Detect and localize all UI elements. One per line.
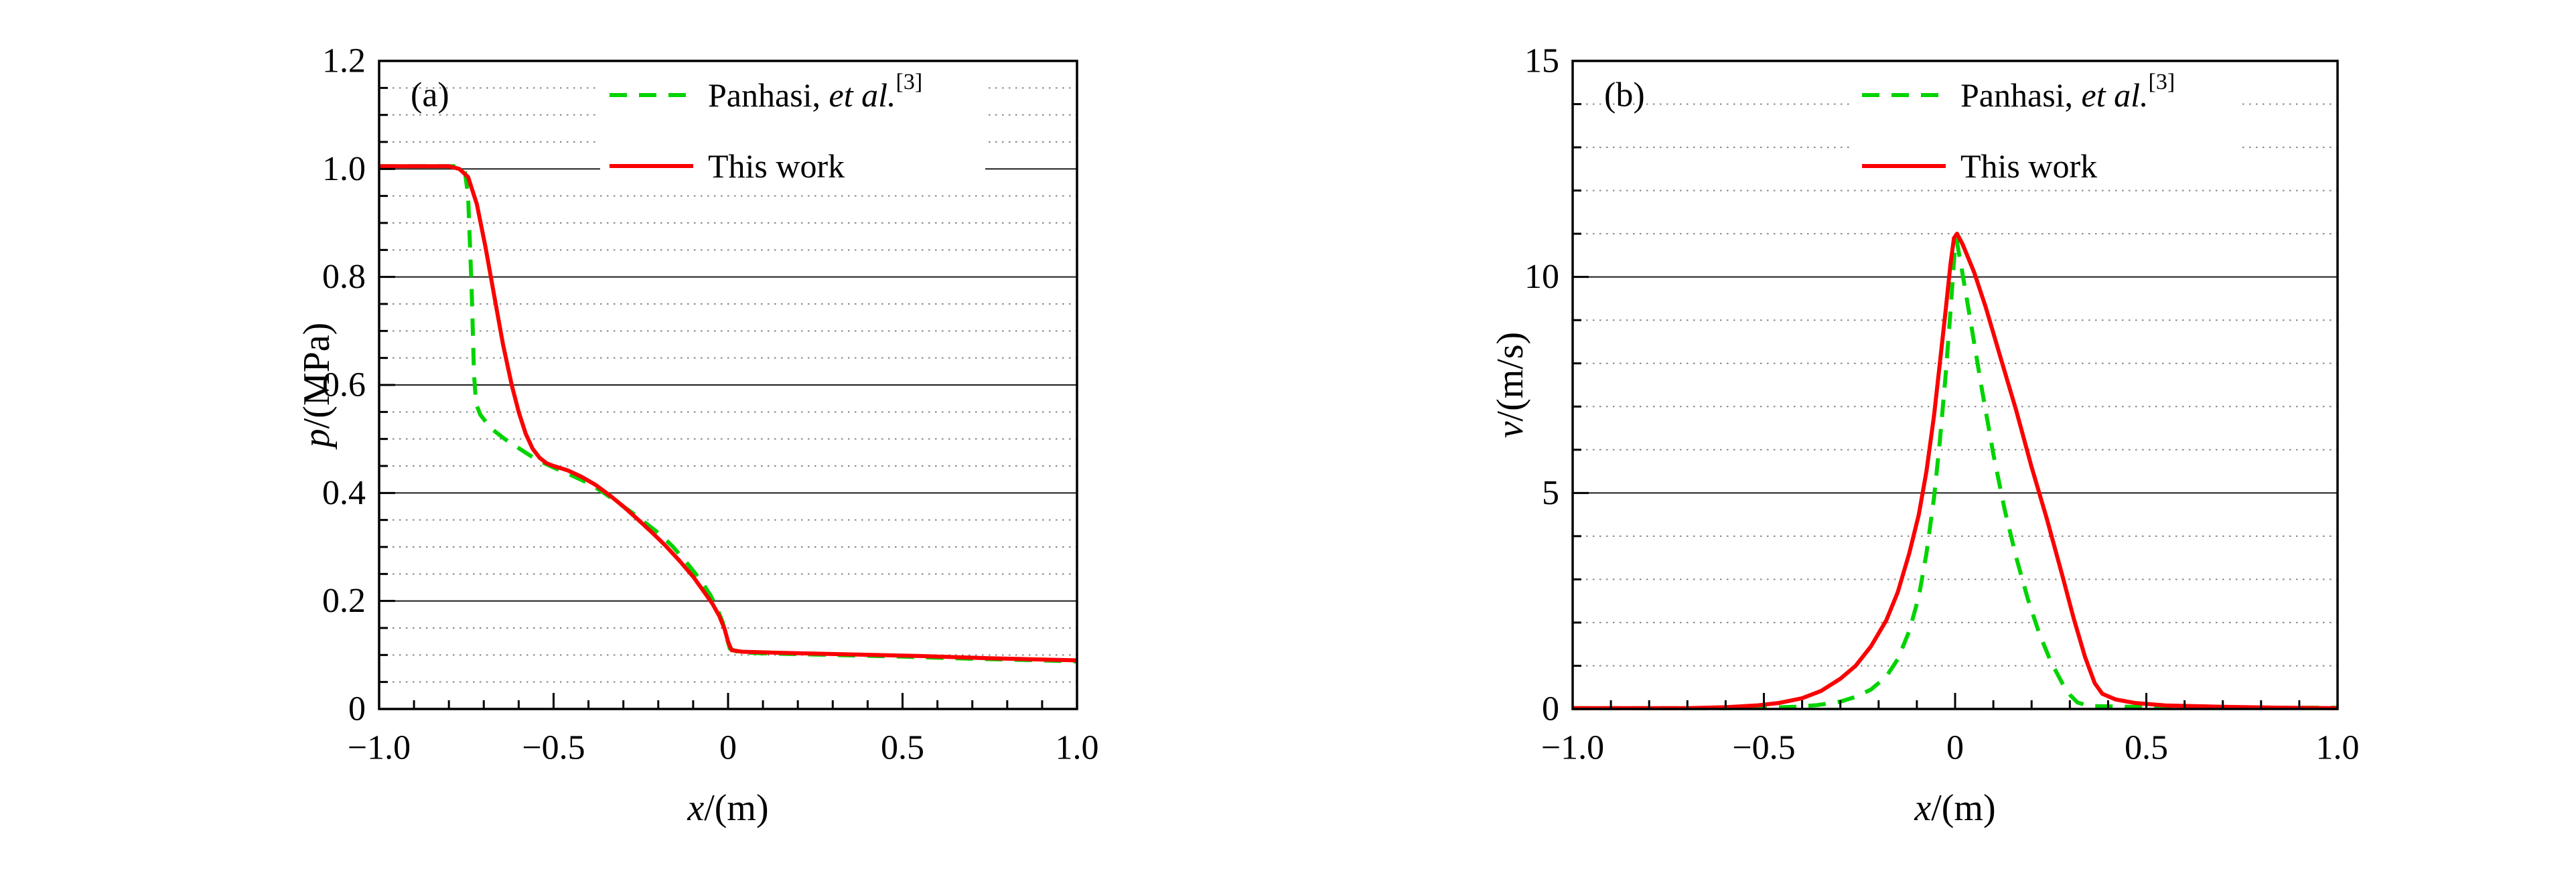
y-tick-label: 5 [1542, 474, 1559, 512]
legend-label: Panhasi, et al.[3] [1960, 70, 2175, 114]
x-tick-label: 0.5 [881, 729, 924, 767]
x-tick-label: −1.0 [348, 729, 411, 767]
panel-label: (b) [1604, 76, 1645, 114]
series-line-this-work [1573, 232, 2338, 710]
y-tick-label: 1.2 [322, 42, 366, 80]
y-axis-label: p/(MPa) [296, 323, 338, 451]
series-line-this-work [379, 164, 1078, 663]
legend-label: Panhasi, et al.[3] [708, 70, 922, 114]
series-line-reference [1573, 238, 2338, 710]
x-tick-label: −0.5 [522, 729, 585, 767]
y-tick-label: 0.6 [322, 366, 366, 404]
x-tick-label: 0 [1946, 729, 1964, 767]
panel-label: (a) [411, 76, 449, 114]
y-tick-label: 0 [1542, 690, 1559, 728]
y-tick-label: 1.0 [322, 150, 366, 188]
y-tick-label: 15 [1524, 42, 1559, 80]
y-tick-label: 0.8 [322, 258, 366, 296]
y-tick-label: 0 [348, 690, 366, 728]
x-tick-label: 0 [719, 729, 737, 767]
chart-panel-a: −1.0 −0.5 0 0.5 1.0 0 0.2 0.4 0.6 0.8 1.0 1.2 x/(m) p… [296, 42, 1099, 829]
legend-label: This work [1960, 147, 2097, 185]
y-axis-label: v/(m/s) [1490, 332, 1531, 439]
x-tick-label: 0.5 [2125, 729, 2168, 767]
legend-label: This work [708, 147, 845, 185]
y-tick-label: 0.2 [322, 582, 366, 620]
x-axis-label: x/(m) [687, 787, 768, 829]
x-tick-label: 1.0 [2316, 729, 2360, 767]
x-tick-label: 1.0 [1056, 729, 1099, 767]
x-tick-label: −1.0 [1541, 729, 1604, 767]
x-tick-label: −0.5 [1732, 729, 1795, 767]
x-axis-label: x/(m) [1914, 787, 1995, 829]
y-tick-label: 10 [1524, 258, 1559, 296]
chart-panel-b: −1.0 −0.5 0 0.5 1.0 0 5 10 15 x/(m) v/(m/s) (b) Panh… [1490, 42, 2360, 829]
y-tick-label: 0.4 [322, 474, 366, 512]
